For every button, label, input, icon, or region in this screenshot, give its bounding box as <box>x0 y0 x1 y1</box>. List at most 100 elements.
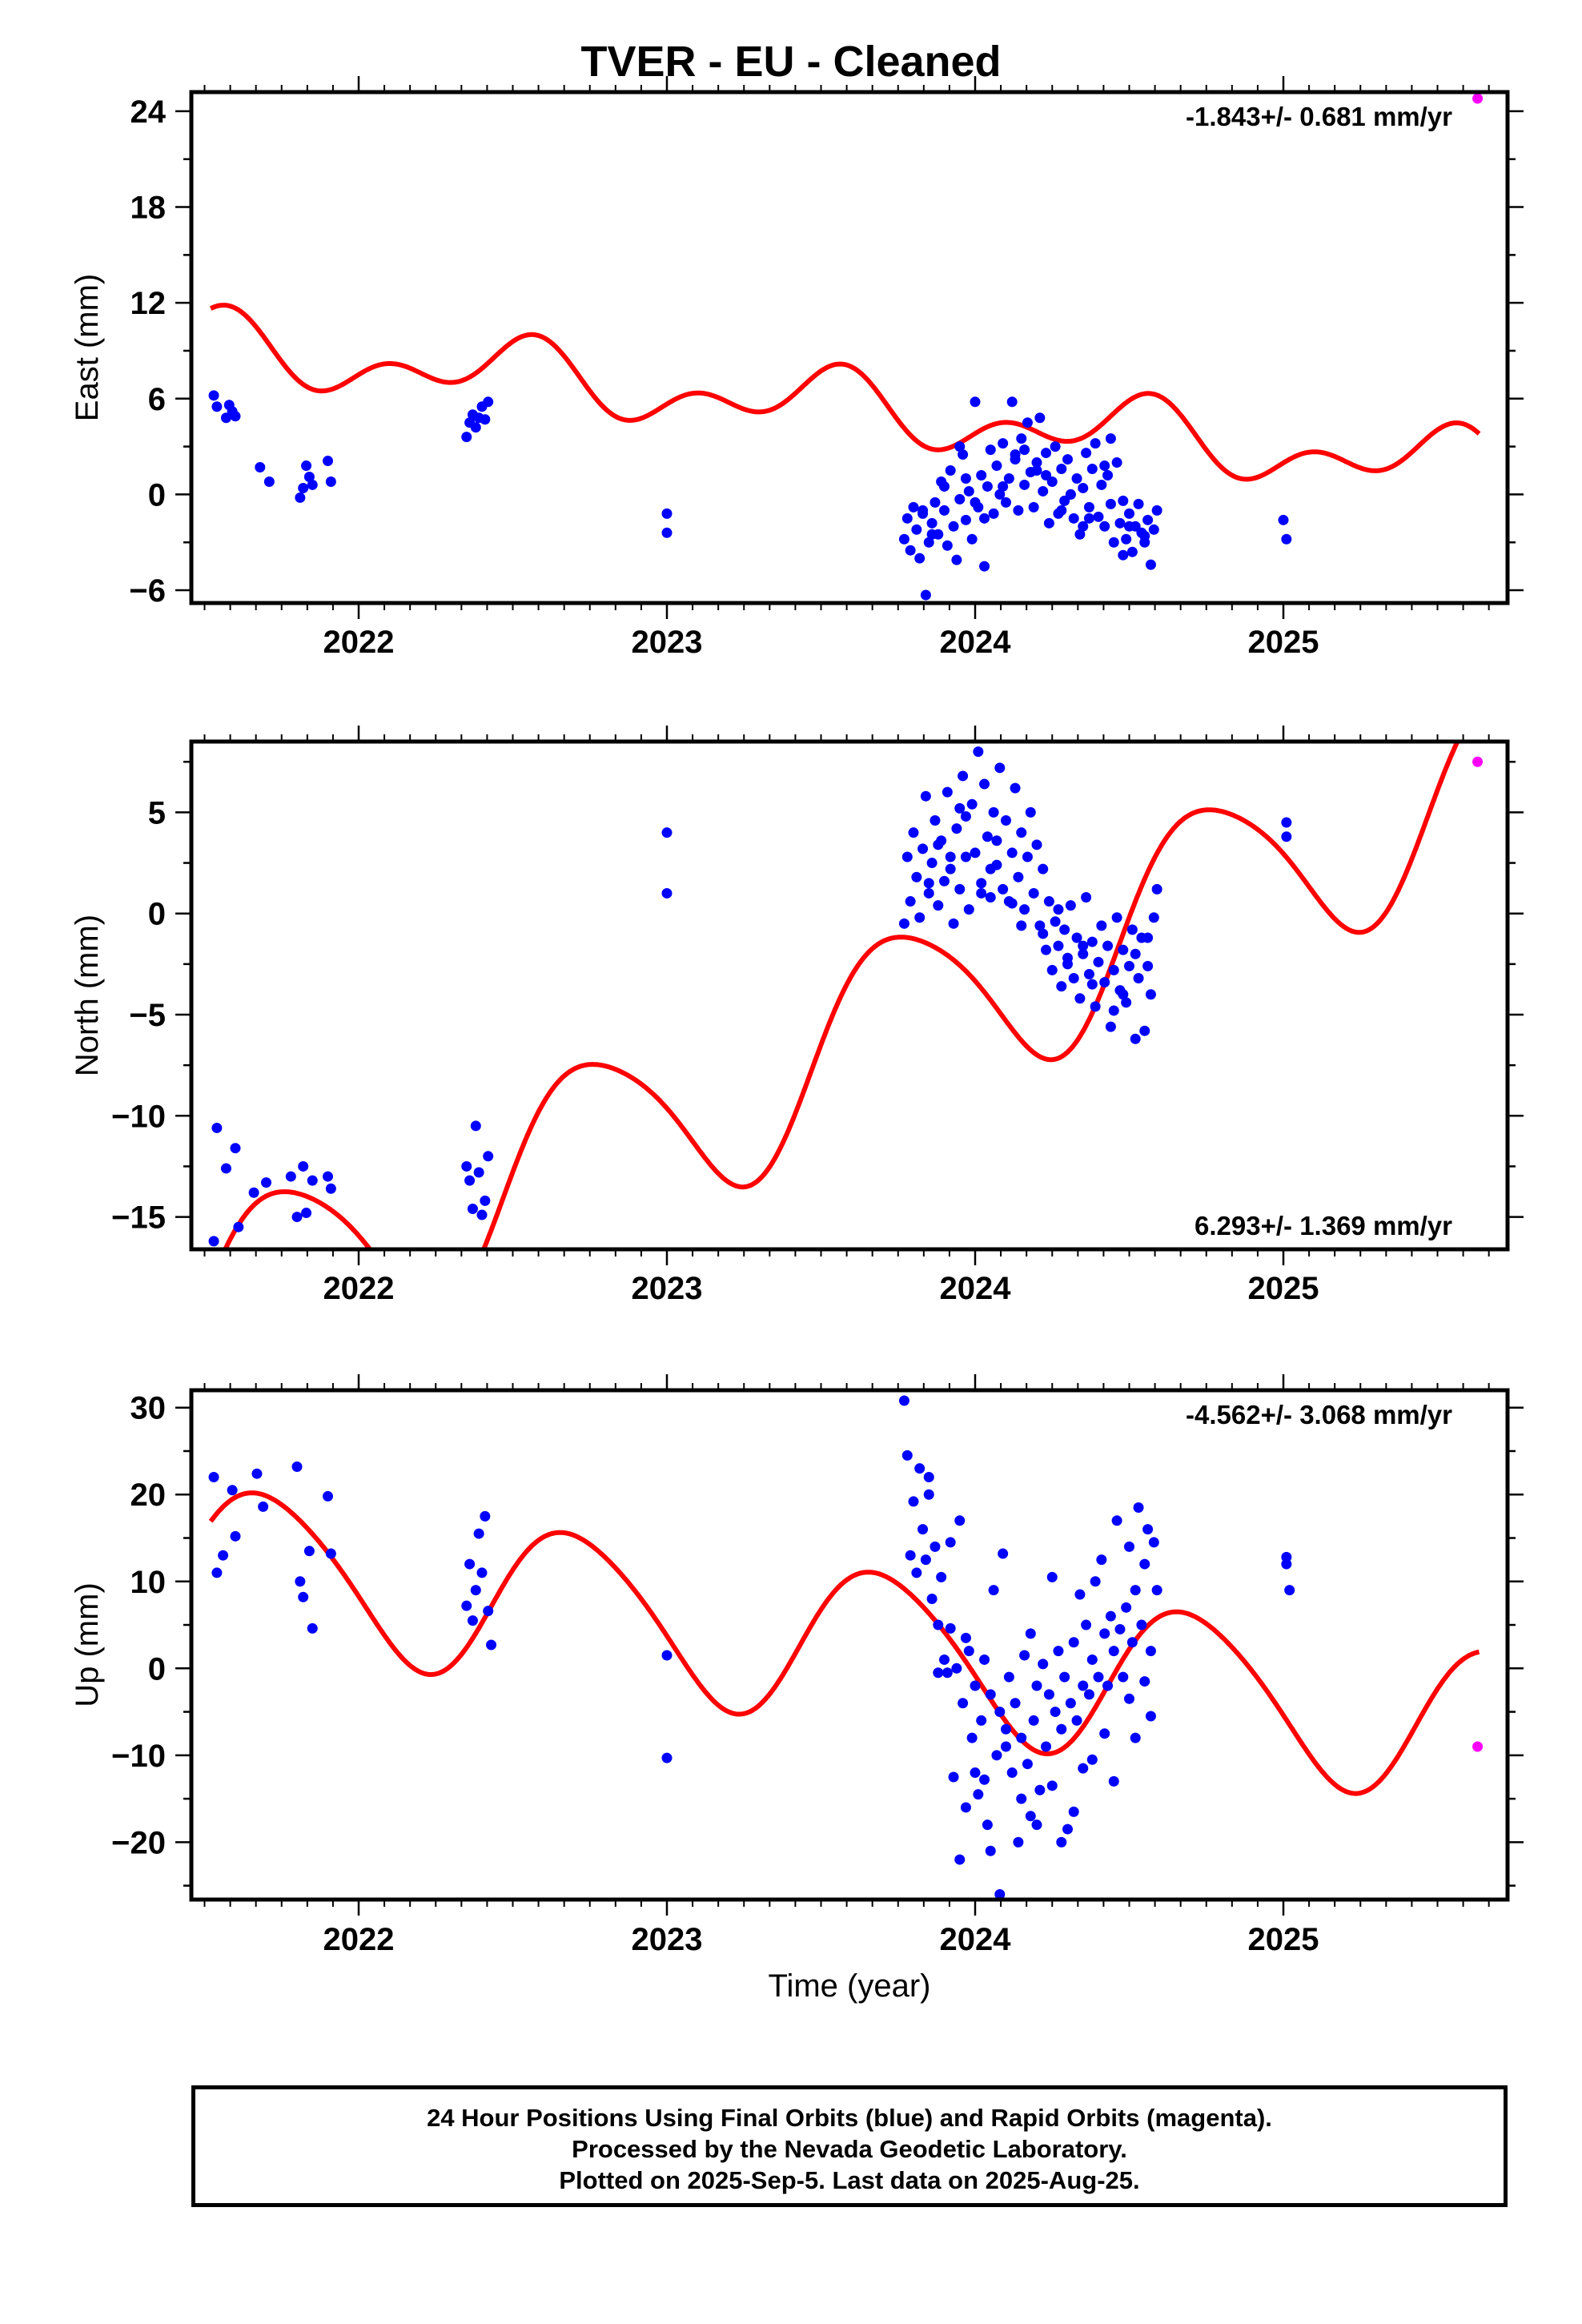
chart-title: TVER - EU - Cleaned <box>580 38 1002 86</box>
final-orbit-point <box>970 1767 981 1779</box>
final-orbit-point <box>1010 449 1021 460</box>
final-orbit-point <box>1050 441 1061 452</box>
final-orbit-point <box>991 1750 1002 1761</box>
final-orbit-point <box>1013 871 1024 883</box>
final-orbit-point <box>480 1195 491 1206</box>
final-orbit-point <box>230 411 241 422</box>
final-orbit-point <box>301 460 312 472</box>
final-orbit-point <box>930 815 941 826</box>
final-orbit-point <box>1133 498 1144 509</box>
final-orbit-point <box>1078 521 1089 532</box>
final-orbit-point <box>1281 831 1292 842</box>
final-orbit-point <box>911 871 922 883</box>
final-orbit-point <box>1151 505 1162 516</box>
final-orbit-point <box>467 1203 478 1214</box>
final-orbit-point <box>325 1183 336 1194</box>
final-orbit-point <box>307 1622 318 1634</box>
final-orbit-point <box>951 823 962 834</box>
final-orbit-point <box>963 485 974 497</box>
final-orbit-point <box>960 514 971 525</box>
final-orbit-point <box>917 843 929 854</box>
final-orbit-point <box>939 505 950 516</box>
final-orbit-point <box>1031 1680 1042 1691</box>
final-orbit-point <box>958 1698 969 1709</box>
final-orbit-point <box>480 1510 491 1522</box>
final-orbit-point <box>1016 920 1027 931</box>
final-orbit-point <box>1118 989 1129 1000</box>
model-curve <box>222 742 1460 1249</box>
panel-east: 2022 2023 2024 2025 24 18 12 6 0 −6 East (mm) -1.84… <box>70 76 1524 660</box>
final-orbit-point <box>476 1209 488 1220</box>
x-tick-label: 2022 <box>323 625 395 660</box>
footer-line-1: 24 Hour Positions Using Final Orbits (bl… <box>427 2104 1272 2132</box>
x-tick-label: 2024 <box>940 625 1012 660</box>
final-orbit-point <box>1031 457 1042 468</box>
final-orbit-point <box>1090 438 1101 449</box>
final-orbit-point <box>994 1888 1006 1900</box>
final-orbit-point <box>303 1546 315 1557</box>
y-tick-label: 0 <box>148 897 166 932</box>
final-orbit-point <box>1001 497 1011 508</box>
final-orbit-point <box>1114 517 1126 529</box>
final-orbit-point <box>898 533 909 545</box>
final-orbit-point <box>960 1802 971 1813</box>
final-orbit-point <box>1001 1741 1011 1752</box>
final-orbit-point <box>1025 806 1036 818</box>
final-orbit-point <box>923 1472 934 1483</box>
final-orbit-point <box>936 1571 947 1582</box>
final-orbit-point <box>661 827 673 838</box>
footer-line-3: Plotted on 2025-Sep-5. Last data on 2025… <box>559 2166 1140 2194</box>
final-orbit-point <box>908 827 919 838</box>
final-orbit-point <box>982 831 993 842</box>
y-tick-label: −15 <box>111 1200 166 1236</box>
final-orbit-point <box>1086 936 1098 947</box>
final-orbit-point <box>939 480 950 492</box>
final-orbit-point <box>998 438 1009 449</box>
final-orbit-point <box>1083 501 1094 513</box>
final-orbit-point <box>976 887 987 899</box>
final-orbit-point <box>1108 537 1119 548</box>
final-orbit-point <box>1071 472 1082 484</box>
final-orbit-point <box>1145 559 1156 570</box>
rapid-orbit-point <box>1472 756 1484 767</box>
final-orbit-point <box>1041 470 1052 480</box>
final-orbit-point <box>1043 1689 1054 1700</box>
plot-frame <box>189 739 1510 1252</box>
final-orbit-point <box>942 1667 953 1679</box>
final-orbit-point <box>218 1550 229 1561</box>
final-orbit-point <box>1013 1836 1024 1848</box>
final-orbit-point <box>1139 1025 1150 1036</box>
final-orbit-point <box>285 1171 296 1182</box>
final-orbit-point <box>1019 1650 1030 1661</box>
final-orbit-point <box>1038 1659 1049 1670</box>
final-orbit-point <box>1142 1524 1154 1535</box>
final-orbit-point <box>1105 498 1116 509</box>
final-orbit-point <box>258 1501 269 1512</box>
final-orbit-point <box>985 863 996 875</box>
final-orbit-point <box>661 1650 673 1661</box>
final-orbit-point <box>1068 1637 1079 1648</box>
final-orbit-point <box>958 770 969 782</box>
final-orbit-point <box>1081 448 1092 459</box>
final-orbit-point <box>1086 464 1098 475</box>
model-curve <box>209 303 1481 482</box>
final-orbit-point <box>970 396 981 408</box>
final-orbit-point <box>930 1541 941 1552</box>
final-orbit-point <box>1096 1554 1107 1566</box>
x-axis-label: Time (year) <box>769 1968 931 2004</box>
y-tick-label: 20 <box>130 1478 167 1513</box>
final-orbit-point <box>1043 896 1054 907</box>
final-orbit-point <box>1151 883 1162 895</box>
final-orbit-point <box>1083 1689 1094 1700</box>
final-orbit-point <box>988 806 999 818</box>
final-orbit-point <box>1281 533 1292 545</box>
final-orbit-point <box>973 1789 984 1800</box>
final-orbit-point <box>966 798 978 810</box>
final-orbit-point <box>1068 513 1079 524</box>
final-orbit-point <box>1016 1793 1027 1804</box>
plot-area-north <box>208 742 1484 1249</box>
final-orbit-point <box>917 505 929 516</box>
final-orbit-point <box>954 1515 966 1526</box>
final-orbit-point <box>1111 457 1122 468</box>
final-orbit-point <box>291 1462 303 1473</box>
